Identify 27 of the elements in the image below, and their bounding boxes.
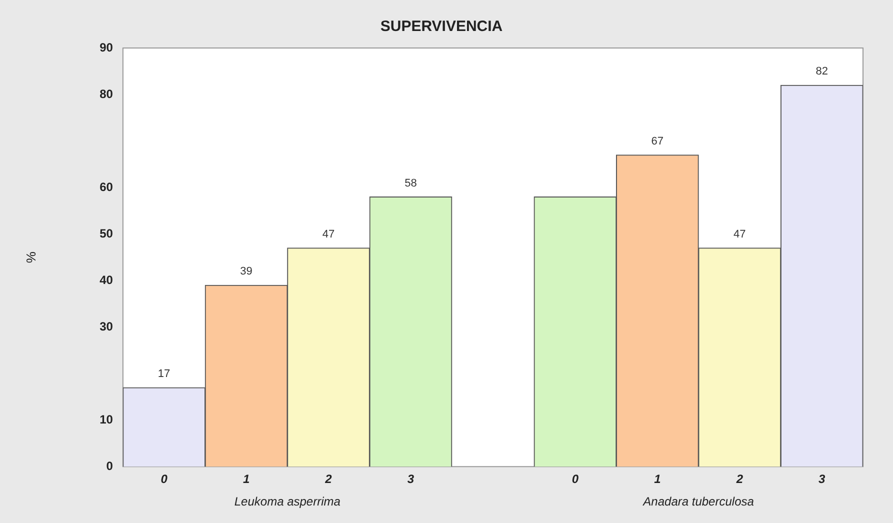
data-label: 67 — [651, 136, 664, 148]
x-tick-label: 2 — [735, 472, 744, 486]
y-axis-title: % — [23, 251, 38, 264]
y-tick-label: 0 — [106, 458, 114, 473]
y-tick-label: 80 — [100, 86, 114, 101]
data-label: 47 — [322, 228, 335, 241]
y-tick-label: 10 — [100, 412, 114, 426]
data-label: 47 — [734, 228, 746, 241]
x-tick-label: 3 — [818, 472, 826, 486]
data-label: 17 — [158, 368, 170, 380]
x-tick-label: 0 — [572, 472, 579, 486]
y-tick-label: 40 — [100, 272, 114, 287]
text: Leukoma asperrima — [234, 494, 341, 508]
x-tick-label: 3 — [407, 472, 414, 486]
chart-title: SUPERVIVENCIA — [380, 18, 503, 36]
text: Anadara tuberculosa — [642, 494, 754, 508]
y-tick-label: 90 — [100, 40, 114, 54]
y-tick-label: 50 — [100, 226, 114, 240]
x-tick-label: 0 — [160, 472, 168, 486]
y-tick-label: 60 — [100, 180, 114, 194]
data-label: 58 — [404, 177, 417, 190]
x-tick-label: 1 — [654, 472, 662, 486]
data-label: 39 — [240, 266, 252, 278]
x-tick-label: 2 — [324, 472, 332, 486]
y-tick-label: 30 — [100, 319, 114, 334]
x-tick-label: 1 — [242, 472, 250, 486]
data-label: 82 — [816, 66, 828, 78]
